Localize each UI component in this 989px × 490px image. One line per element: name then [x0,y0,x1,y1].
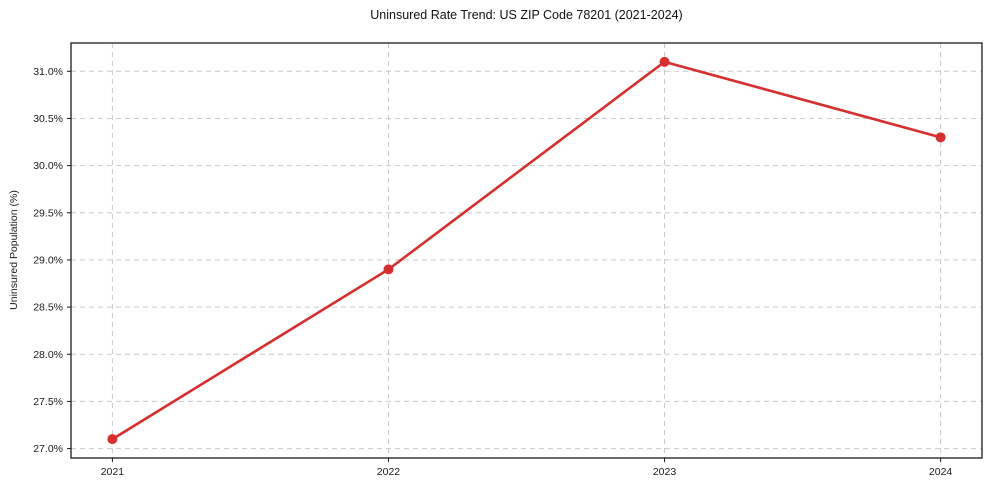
data-point-2023 [659,56,670,67]
y-tick-label: 27.0% [33,443,63,455]
axis-frame [70,42,983,459]
data-point-2021 [107,434,118,445]
series-layer [107,56,946,445]
y-tick-label: 29.5% [33,207,63,219]
y-tick-label: 30.0% [33,160,63,172]
data-point-2022 [383,264,394,275]
y-tick-label: 29.0% [33,254,63,266]
grid-layer [71,43,982,458]
y-tick-label: 31.0% [33,66,63,78]
data-point-2024 [935,132,946,143]
x-tick-label: 2022 [377,466,401,478]
chart-title: Uninsured Rate Trend: US ZIP Code 78201 … [370,8,683,22]
series-line [111,60,942,441]
axis-layer: 27.0% 27.5% 28.0% 28.5% 29.0% 29.5% 30.0% 30.5%… [33,42,983,478]
x-tick-label: 2021 [101,466,125,478]
x-tick-label: 2024 [929,466,953,478]
y-tick-label: 30.5% [33,113,63,125]
y-tick-label: 28.5% [33,302,63,314]
y-tick-label: 27.5% [33,396,63,408]
y-tick-label: 28.0% [33,349,63,361]
x-tick-label: 2023 [653,466,677,478]
